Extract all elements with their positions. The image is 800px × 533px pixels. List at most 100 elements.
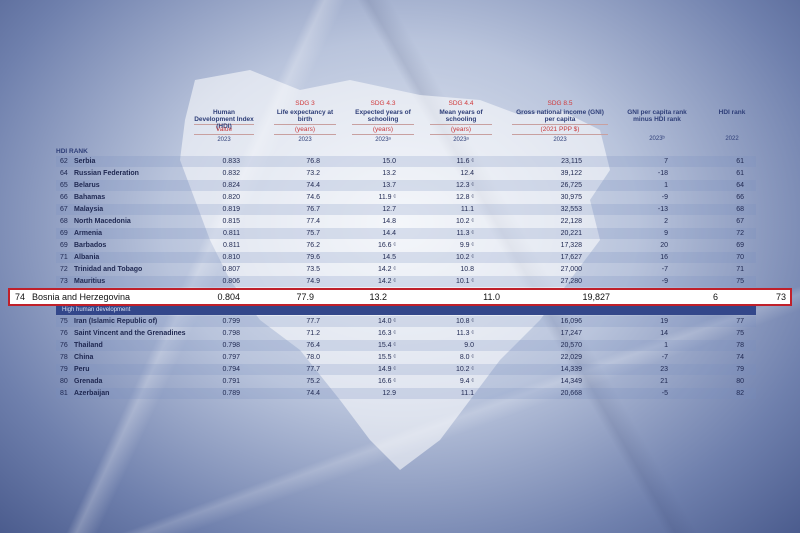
table-row: 68 North Macedonia 0.815 77.4 14.8 10.2 ᶜ 22,1… [56,216,756,227]
cell-school: 15.4 ᶜ [377,342,396,349]
highlight-row-bosnia: 74 Bosnia and Herzegovina 0.804 77.9 13.… [8,288,792,306]
cell-hdi: 0.798 [222,342,240,349]
cell-rank: 68 [60,218,68,225]
cell-gni-rank: -5 [661,390,668,397]
cell-school: 11.9 ᶜ [378,194,396,201]
cell-hdi: 0.798 [222,330,240,337]
cell-gni-rank: -13 [657,206,668,213]
cell-school: 14.4 [382,230,396,237]
header-year: 2023 [298,137,312,143]
header-unit: (years) [274,124,336,135]
cell-hdi-rank: 77 [736,318,744,325]
header-unit: (years) [352,124,414,135]
cell-gni-rank: 19 [660,318,668,325]
header-life: SDG 3 Life expectancy at birth (years) 2… [274,100,336,144]
cell-rank: 80 [60,378,68,385]
cell-life: 77.4 [306,218,320,225]
hdi-table: Human Development Index (HDI) Value 2023… [56,100,756,287]
header-name: Expected years of schooling [355,109,411,123]
cell-life: 76.2 [306,242,320,249]
cell-country: Grenada [74,378,103,385]
cell-school: 13.2 [382,170,396,177]
cell-hdi: 0.815 [222,218,240,225]
cell-hdi-rank: 70 [736,254,744,261]
cell-country: North Macedonia [74,218,131,225]
cell-mean: 11.3 ᶜ [456,330,474,337]
cell-hdi: 0.807 [222,266,240,273]
cell-school: 12.7 [382,206,396,213]
cell-gni: 22,128 [560,218,582,225]
cell-gni: 27,280 [560,278,582,285]
cell-mean: 10.8 ᶜ [455,318,474,325]
table-row: 67 Malaysia 0.819 76.7 12.7 11.1 32,553 -13 68 [56,204,756,215]
cell-mean: 10.2 ᶜ [455,254,474,261]
cell-mean: 12.4 [460,170,474,177]
cell-school: 14.9 ᶜ [377,366,396,373]
cell-school: 14.2 ᶜ [377,278,396,285]
cell-hdi-rank: 78 [736,342,744,349]
cell-hdi: 0.824 [222,182,240,189]
header-name: Life expectancy at birth [276,109,334,123]
cell-rank: 66 [60,194,68,201]
cell-mean: 9.0 [464,342,474,349]
cell-gni: 14,339 [560,366,582,373]
cell-hdi: 0.811 [223,230,240,237]
cell-mean: 10.1 ᶜ [455,278,474,285]
header-year: 2023ᵃ [375,137,391,143]
cell-country: Mauritius [74,278,106,285]
header-hdi: Human Development Index (HDI) Value 2023 [194,100,254,144]
cell-hdi: 0.797 [222,354,240,361]
cell-rank: 69 [60,230,68,237]
cell-gni-rank: -9 [661,278,668,285]
cell-mean: 9.4 ᶜ [459,378,474,385]
cell-school: 13.2 [369,292,387,302]
cell-life: 74.4 [306,182,320,189]
header-sdg: SDG 4.3 [370,100,396,107]
header-gni: SDG 8.5 Gross national income (GNI) per … [512,100,608,144]
cell-hdi-rank: 64 [736,182,744,189]
table-row: 73 Mauritius 0.806 74.9 14.2 ᶜ 10.1 ᶜ 27,280 -9… [56,276,756,287]
cell-gni: 30,975 [560,194,582,201]
cell-hdi: 0.833 [222,158,240,165]
cell-rank: 76 [60,342,68,349]
cell-life: 76.4 [306,342,320,349]
cell-gni: 27,000 [560,266,582,273]
cell-life: 76.8 [306,158,320,165]
header-unit: (years) [430,124,492,135]
cell-hdi-rank: 72 [736,230,744,237]
cell-rank: 74 [15,292,26,302]
cell-gni-rank: 14 [660,330,668,337]
header-sdg [712,100,752,109]
header-year: 2023 [553,137,567,143]
header-sdg [622,100,692,109]
cell-rank: 75 [60,318,68,325]
cell-life: 77.7 [306,366,320,373]
cell-gni: 32,553 [560,206,582,213]
cell-hdi-rank: 75 [736,278,744,285]
cell-life: 75.2 [306,378,320,385]
cell-country: Saint Vincent and the Grenadines [74,330,186,337]
cell-school: 14.8 [382,218,396,225]
cell-hdi-rank: 75 [736,330,744,337]
cell-gni-rank: 1 [664,182,668,189]
table-row: 72 Trinidad and Tobago 0.807 73.5 14.2 ᶜ 10.8… [56,264,756,275]
table-row: 64 Russian Federation 0.832 73.2 13.2 12.4 39,… [56,168,756,179]
cell-mean: 8.0 ᶜ [459,354,474,361]
cell-life: 77.7 [306,318,320,325]
header-year: 2023ᵃ [453,137,469,143]
cell-hdi-rank: 61 [736,170,744,177]
cell-gni: 17,328 [560,242,582,249]
cell-country: Russian Federation [74,170,139,177]
cell-rank: 73 [60,278,68,285]
cell-country: China [74,354,94,361]
cell-mean: 12.3 ᶜ [455,182,474,189]
cell-rank: 81 [60,390,68,397]
table-row: 69 Armenia 0.811 75.7 14.4 11.3 ᶜ 20,221 9 72 [56,228,756,239]
cell-school: 16.3 ᶜ [377,330,396,337]
cell-hdi: 0.804 [217,292,240,302]
header-sdg: SDG 8.5 [547,100,573,107]
cell-hdi: 0.832 [222,170,240,177]
cell-gni: 20,668 [560,390,582,397]
cell-life: 78.0 [306,354,320,361]
cell-hdi: 0.811 [223,242,240,249]
